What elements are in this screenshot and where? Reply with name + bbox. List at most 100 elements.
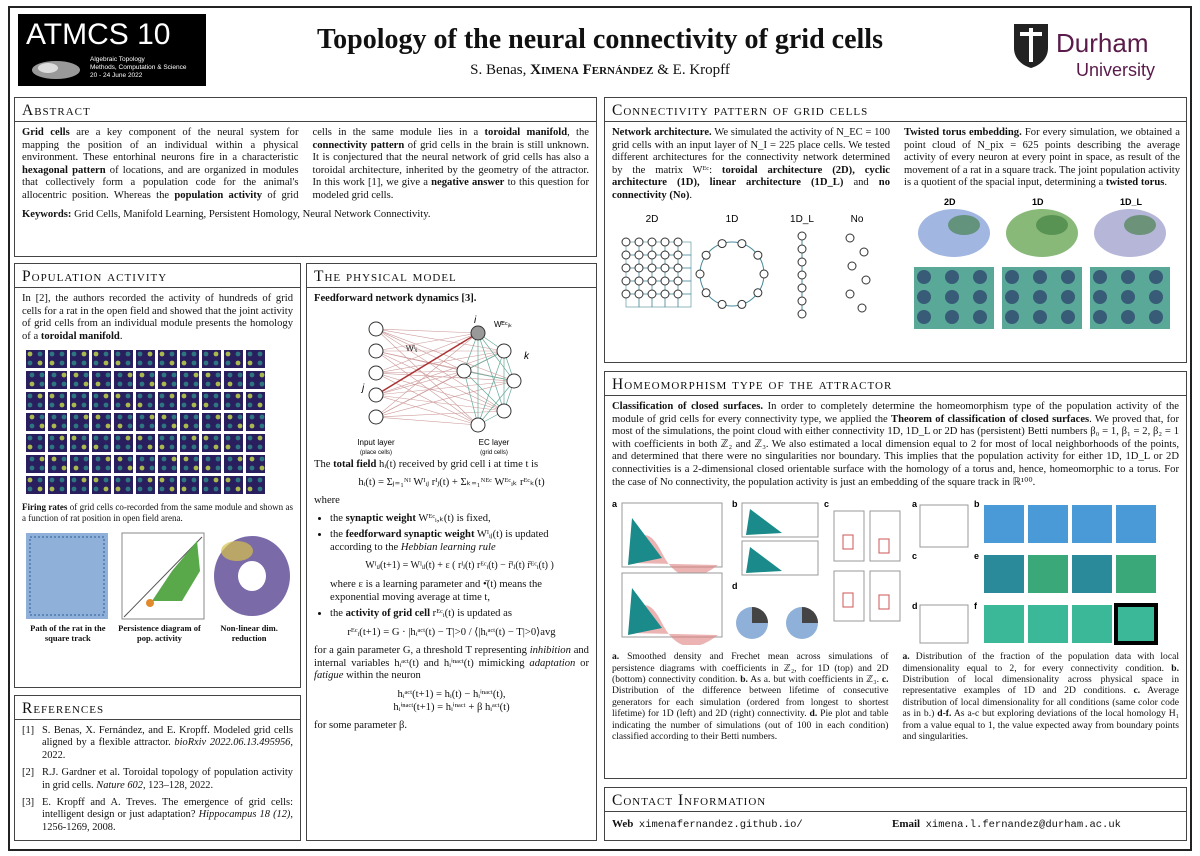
tile-blob [115,435,121,441]
equation: hᵢᵃᶜᵗ(t+1) = hᵢ(t) − hᵢⁱⁿᵃᶜᵗ(t), [397,688,506,700]
tile-blob [139,456,145,462]
tile-blob [247,360,253,366]
tile-blob [147,360,153,366]
tile-blob [39,414,45,420]
diagram-label: k [524,351,530,362]
tile-blob [191,360,197,366]
tile-blob [103,486,109,492]
tile-blob [125,393,131,399]
tile-blob [139,465,145,471]
tile-blob [115,360,121,366]
tile-blob [191,351,197,357]
tile-blob [149,381,155,387]
ref-number: [2] [22,767,35,779]
torus-cloud [1036,214,1068,235]
tile-blob [127,414,133,420]
activity-blob [973,289,987,304]
run: hᵢ(t) received by grid cell i at time t … [376,458,539,470]
tile-blob [27,393,33,399]
section-heading: The physical model [307,268,596,288]
tile-blob [59,486,65,492]
tile-blob [193,381,199,387]
homeomorphism: Homeomorphism type of the attractor Clas… [604,371,1187,779]
tile-blob [249,423,255,429]
tile-blob [105,456,111,462]
section-heading: References [15,700,300,720]
node [470,325,486,341]
tile-blob [203,393,209,399]
run: E. Kropff and A. Treves. The emergence o… [42,797,293,821]
node [753,250,763,260]
tile-blob [37,351,43,357]
run: S. Benas, X. Fernández, and E. Kropff. M… [42,725,293,749]
tile-blob [73,414,79,420]
equation: Wᴵᵢⱼ(t+1) = Wᴵᵢⱼ(t) + ε ( rᴵⱼ(t) rᴱᶜᵢ(t)… [365,559,554,571]
tile-blob [259,456,265,462]
crest [1014,24,1048,68]
tile-blob [127,465,133,471]
tile-blob [27,351,33,357]
paragraph: Grid cells are a key component of the ne… [22,127,589,205]
logo-line: Methods, Computation & Science [90,64,187,71]
run: within the neuron [343,670,421,682]
run: In [2], the authors recorded the activit… [22,293,293,342]
edge [375,372,505,411]
tile-blob [259,381,265,387]
tile-blob [127,372,133,378]
tile-blob [83,372,89,378]
embed-label: 2D [944,197,956,207]
tile-blob [235,435,241,441]
tile-blob [237,456,243,462]
tile-blob [191,444,197,450]
column: Twisted torus embedding. For every simul… [904,127,1180,340]
run: . [119,330,123,342]
tile-blob [93,393,99,399]
tile-blob [203,444,209,450]
tile-blob [147,393,153,399]
tile-blob [213,360,219,366]
path-plot [26,533,108,620]
university-name: Durham [1056,28,1149,58]
activity-blob [1005,309,1019,324]
node [845,289,855,299]
reference: [3] E. Kropff and A. Treves. The emergenc… [22,797,293,834]
tile-blob [117,414,123,420]
paragraph: In [2], the authors recorded the activit… [22,293,293,343]
activity-blob [1033,309,1047,324]
population: Population activity In [2], the authors … [14,263,301,688]
tile-blob [37,444,43,450]
tile-blob [29,381,35,387]
tile-blob [235,351,241,357]
run: c. [881,673,889,685]
node [857,303,867,313]
node [368,409,384,425]
persistence-points [146,599,154,608]
tile-blob [183,414,189,420]
bullet-list: the synaptic weight Wᴱᶜᵢ,ₖ(t) is fixed, … [314,513,589,621]
edge [375,372,515,381]
activity-blob [945,309,959,324]
tile-blob [117,465,123,471]
connectivity: Connectivity pattern of grid cells Netwo… [604,97,1187,363]
torus-cloud [1124,214,1156,235]
tile-blob [27,402,33,408]
tile-blob [205,372,211,378]
logo-sub: Algebraic Topology Methods, Computation … [90,56,186,80]
tile-blob [29,423,35,429]
node [797,296,807,306]
node [859,247,869,257]
panel-caption: Persistence diagram of pop. activity [118,623,201,644]
panel-letter: d [732,581,738,591]
conference-logo: ATMCS 10 Algebraic Topology Methods, Com… [18,14,206,86]
tile-blob [51,465,57,471]
tile-blob [51,423,57,429]
run: for a gain parameter G, a threshold T re… [314,644,530,656]
run: no connectivity (No) [612,177,890,201]
author: S. Benas, [470,62,531,78]
activity-blob [1061,309,1075,324]
node [634,237,644,247]
panel [919,604,969,644]
tile-blob [37,486,43,492]
diagram-label: Input layer [357,438,395,447]
tile-blob [27,360,33,366]
